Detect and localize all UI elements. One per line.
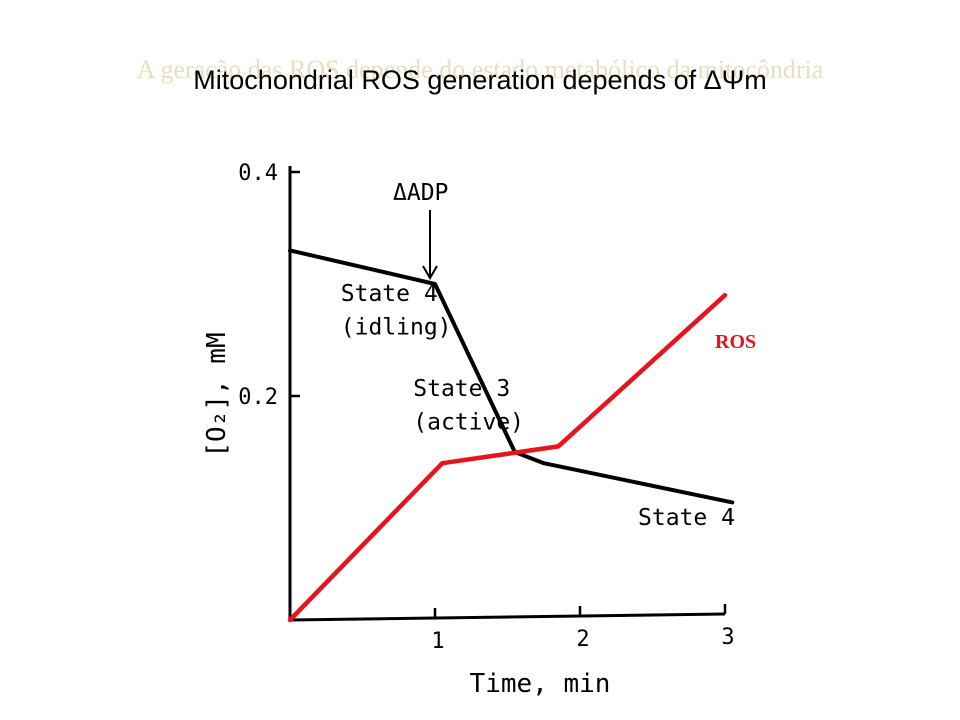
ros-series-label: ROS	[715, 331, 756, 353]
x-tick-label: 3	[721, 625, 734, 650]
annotation-label: ΔADP	[393, 180, 448, 206]
y-axis-label: [O₂], mM	[202, 332, 232, 457]
x-axis-line	[289, 612, 726, 622]
adp-arrow-head	[422, 265, 438, 280]
chart-ticks: 0.2 0.4 1 2 3	[238, 161, 734, 654]
chart-axes	[288, 166, 726, 622]
x-tick-label: 2	[576, 627, 589, 652]
y-tick-label: 0.4	[238, 161, 278, 186]
ros-trace-line	[287, 292, 728, 623]
background-title: A geração das ROS depende do estado meta…	[136, 55, 824, 84]
y-tick-label: 0.2	[238, 385, 278, 410]
annotation-label: State 4	[638, 505, 735, 531]
annotation-label: (idling)	[341, 314, 452, 340]
annotation-label: State 4	[341, 281, 438, 307]
chart-series: ROS	[287, 248, 756, 623]
chart-annotations: ΔADP State 4 (idling) State 3 (active) State …	[341, 180, 735, 531]
slide-title: Mitochondrial ROS generation depends of …	[193, 65, 767, 95]
x-axis-label: Time, min	[470, 669, 611, 699]
annotation-label: State 3	[413, 376, 510, 402]
annotation-label: (active)	[413, 410, 524, 436]
x-tick-label: 1	[431, 629, 444, 654]
